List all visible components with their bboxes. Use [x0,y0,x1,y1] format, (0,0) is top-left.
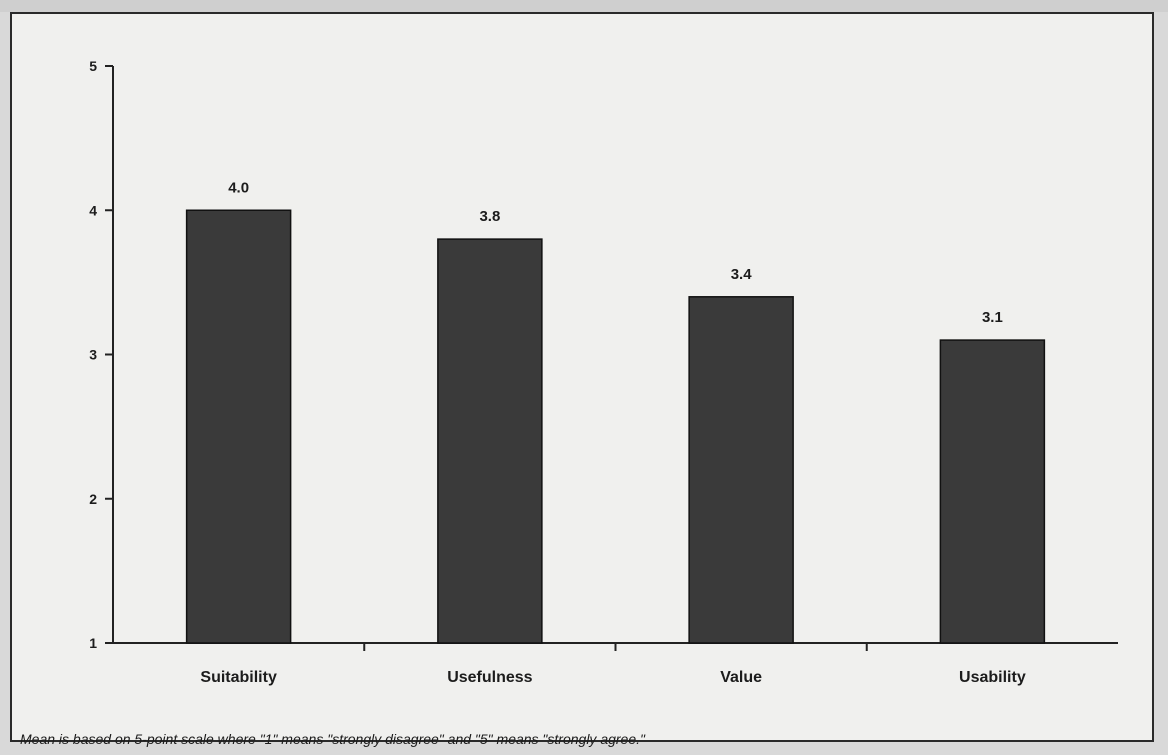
x-category-label: Usability [959,669,1026,686]
y-tick-label: 2 [89,491,97,507]
top-header-strip [0,0,1168,12]
bar-value-label: 3.4 [731,266,753,283]
bar-suitability [185,209,292,644]
y-tick-label: 1 [89,635,97,651]
bar-value-label: 3.8 [479,208,500,225]
bar-usability [939,339,1046,644]
y-tick-label: 3 [89,347,97,363]
x-category-label: Value [720,669,762,686]
chart-footnote: Mean is based on 5-point scale where "1"… [20,731,645,747]
bar-value-label: 3.1 [982,309,1003,326]
bar-value-label: 4.0 [228,179,249,196]
bar-usefulness [437,238,543,644]
x-category-label: Usefulness [447,669,532,686]
bar-value [688,296,794,644]
x-category-label: Suitability [200,669,277,686]
y-tick-label: 4 [89,202,97,218]
y-tick-label: 5 [89,58,97,74]
